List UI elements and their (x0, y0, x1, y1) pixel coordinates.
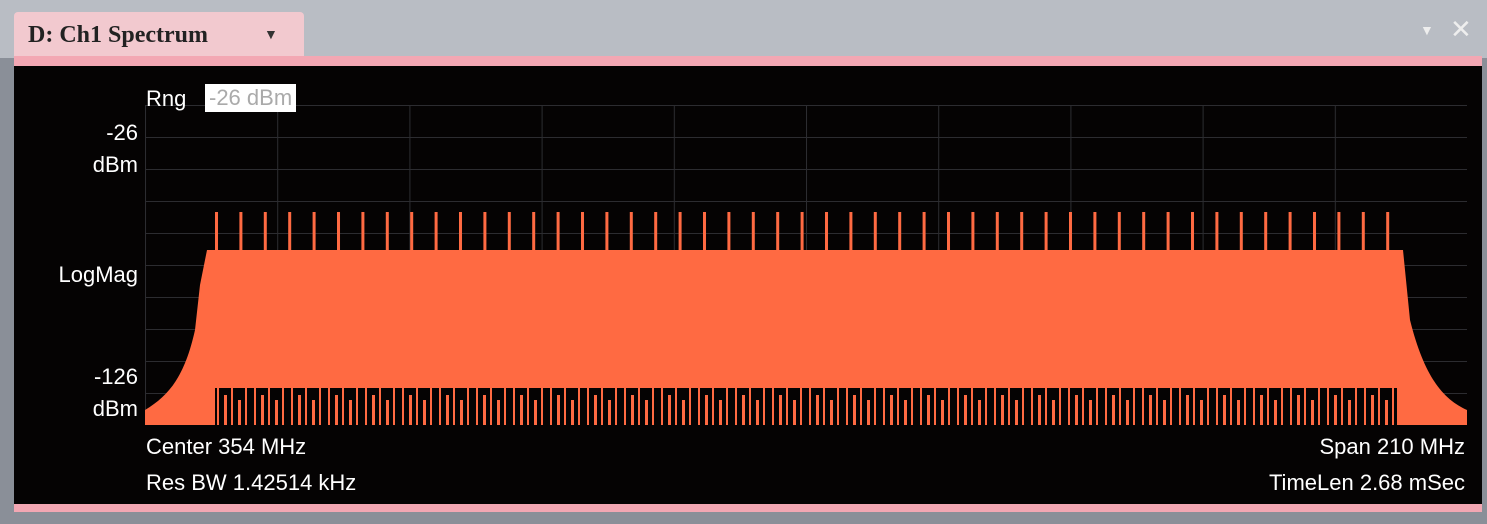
y-top-unit: dBm (92, 152, 138, 177)
comb-spikes (215, 205, 1395, 255)
y-mid: LogMag (58, 262, 138, 287)
noise-floor (207, 370, 1402, 425)
tab-dropdown[interactable]: ▼ (264, 26, 278, 42)
span: Span 210 MHz (1319, 434, 1465, 459)
y-top: -26 (106, 120, 138, 145)
tab-border (14, 56, 1482, 66)
y-bottom-unit: dBm (92, 396, 138, 421)
time-length: TimeLen 2.68 mSec (1268, 470, 1465, 495)
range-value[interactable]: -26 dBm (205, 84, 297, 112)
resolution-bandwidth: Res BW 1.42514 kHz (146, 470, 357, 495)
tab[interactable]: D: Ch1 Spectrum ▼ (14, 12, 304, 58)
window-menu[interactable]: ▼ (1420, 22, 1434, 38)
y-bottom: -126 (93, 364, 138, 389)
bottom-border (14, 504, 1482, 512)
center-frequency: Center 354 MHz (146, 434, 307, 459)
range-label: Rng (146, 86, 187, 111)
close-button[interactable]: ✕ (1450, 14, 1472, 44)
tab-title: D: Ch1 Spectrum (28, 22, 208, 48)
